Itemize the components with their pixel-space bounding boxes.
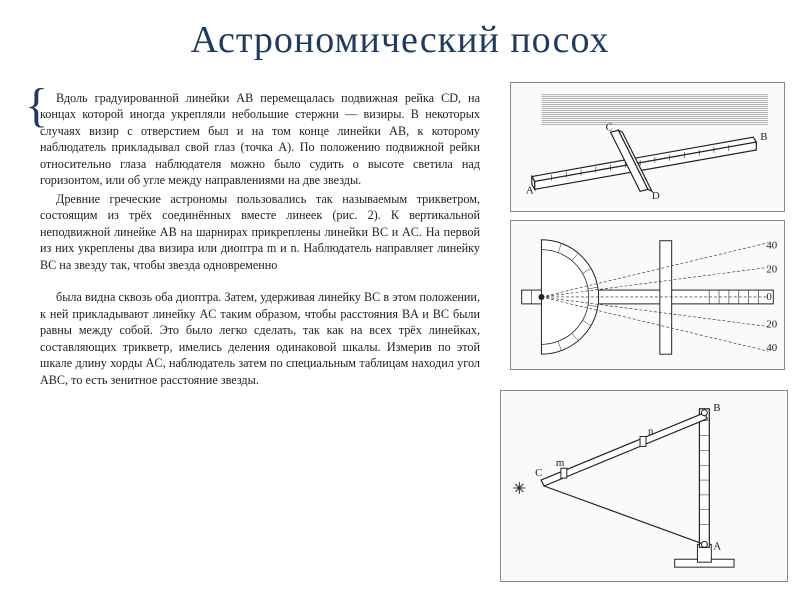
label-C3: C <box>535 467 542 479</box>
figure-3-triquetrum: A B C m n <box>500 390 788 582</box>
label-C: C <box>606 121 613 133</box>
paragraph-1: Вдоль градуированной линейки AB перемеща… <box>40 90 480 189</box>
label-B3: B <box>713 402 720 414</box>
tick-p20: 20 <box>766 319 777 331</box>
content-area: Вдоль градуированной линейки AB перемеща… <box>40 90 780 580</box>
text-column: Вдоль градуированной линейки AB перемеща… <box>40 90 480 390</box>
label-A3: A <box>713 540 721 552</box>
label-n: n <box>648 426 654 438</box>
tick-0: 0 <box>766 291 772 303</box>
paragraph-2: Древние греческие астрономы пользовались… <box>40 191 480 273</box>
tick-m40: 40 <box>766 240 777 252</box>
figure-2-protractor: 40 20 0 20 40 <box>510 220 785 370</box>
tick-p40: 40 <box>766 342 777 354</box>
page-title: Астрономический посох <box>0 0 800 72</box>
label-D: D <box>652 190 660 202</box>
tick-m20: 20 <box>766 263 777 275</box>
label-A: A <box>526 184 534 196</box>
label-B: B <box>760 131 767 143</box>
label-m: m <box>556 457 565 469</box>
figure-1-cross-staff: A B C D <box>510 82 785 212</box>
paragraph-3: была видна сквозь оба диоптра. Затем, уд… <box>40 289 480 388</box>
